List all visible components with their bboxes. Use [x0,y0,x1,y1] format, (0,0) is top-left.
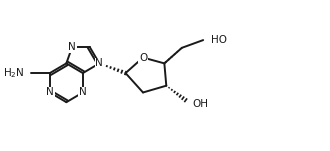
Text: N: N [68,42,76,52]
Text: OH: OH [192,99,209,109]
Text: N: N [46,87,54,98]
Text: O: O [139,53,147,63]
Text: H$_2$N: H$_2$N [3,66,25,80]
Text: HO: HO [211,35,227,45]
Text: N: N [95,58,103,68]
Text: N: N [79,87,87,98]
